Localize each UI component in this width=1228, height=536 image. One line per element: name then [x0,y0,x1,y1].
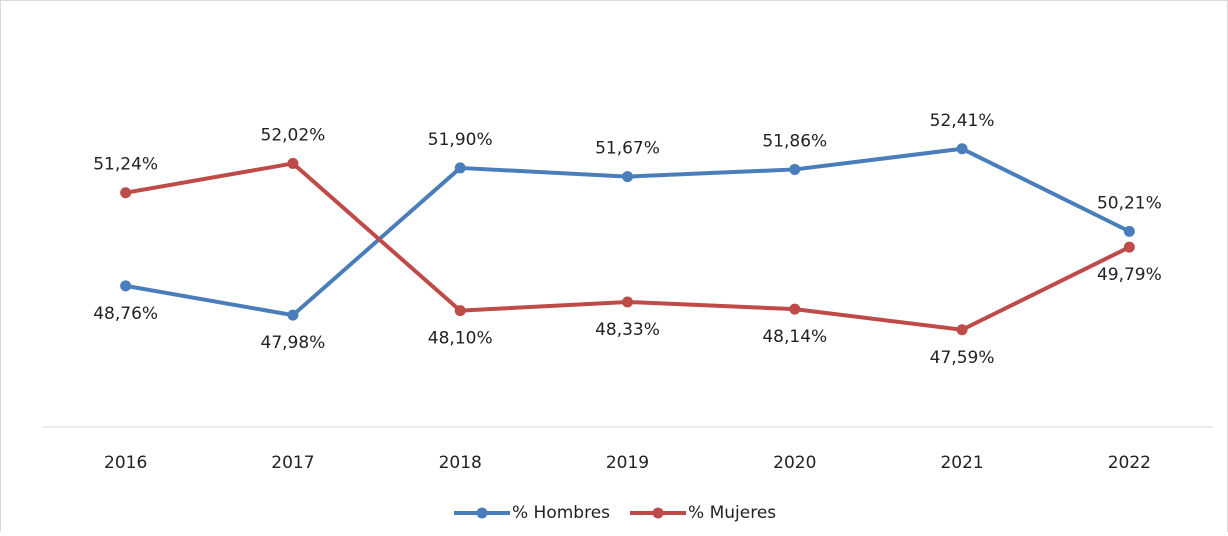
data-label: 48,76% [93,304,158,324]
x-tick-label: 2018 [439,453,482,473]
x-tick-label: 2021 [940,453,983,473]
point [287,309,299,321]
data-label: 48,10% [428,329,493,349]
point [287,157,299,169]
x-tick-label: 2022 [1108,453,1151,473]
data-label: 47,59% [930,348,995,368]
point [1123,241,1135,253]
point [789,303,801,315]
legend-label: % Mujeres [688,503,776,523]
x-tick-label: 2020 [773,453,816,473]
point [454,305,466,317]
point [956,324,968,336]
point [622,171,633,183]
legend-label: % Hombres [512,503,610,523]
data-label: 52,02% [261,125,326,145]
data-label: 49,79% [1097,265,1162,285]
x-tick-label: 2016 [104,453,147,473]
point [622,296,633,308]
point [120,187,132,199]
data-label: 50,21% [1097,193,1162,213]
point [1123,225,1135,237]
data-label: 48,14% [762,327,827,347]
data-label: 52,41% [930,111,995,131]
point [454,162,466,174]
point [120,280,132,292]
legend-marker [652,507,664,519]
data-label: 51,67% [595,139,660,159]
data-label: 51,24% [93,155,158,175]
x-tick-label: 2019 [606,453,649,473]
point [956,143,968,155]
legend-marker [476,507,488,519]
data-label: 51,86% [762,131,827,151]
data-label: 51,90% [428,130,493,150]
point [789,163,801,175]
x-tick-label: 2017 [271,453,314,473]
data-label: 47,98% [261,333,326,353]
data-label: 48,33% [595,320,660,340]
